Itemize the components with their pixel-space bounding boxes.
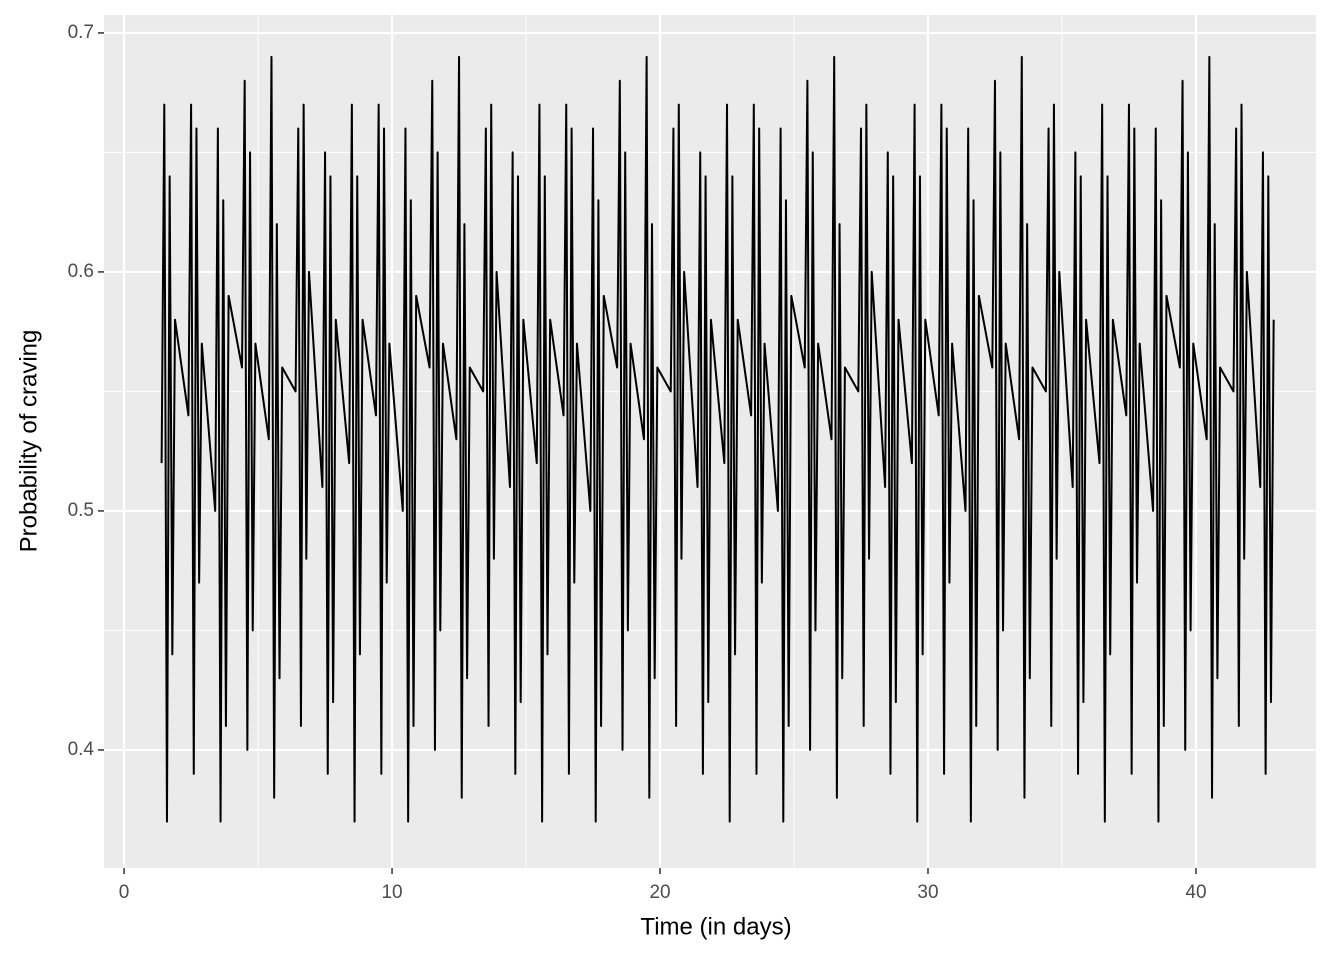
x-tick-label: 0 xyxy=(119,882,130,903)
x-tick-label: 30 xyxy=(917,882,938,903)
x-tick-label: 20 xyxy=(649,882,670,903)
x-axis-title: Time (in days) xyxy=(640,913,791,940)
x-tick-label: 10 xyxy=(381,882,402,903)
y-tick-label: 0.5 xyxy=(68,500,94,521)
y-axis-title: Probability of craving xyxy=(15,330,42,553)
x-tick-label: 40 xyxy=(1185,882,1206,903)
y-tick-label: 0.7 xyxy=(68,22,94,43)
y-tick-label: 0.6 xyxy=(68,261,94,282)
y-tick-label: 0.4 xyxy=(68,739,95,760)
line xyxy=(160,55,1275,823)
